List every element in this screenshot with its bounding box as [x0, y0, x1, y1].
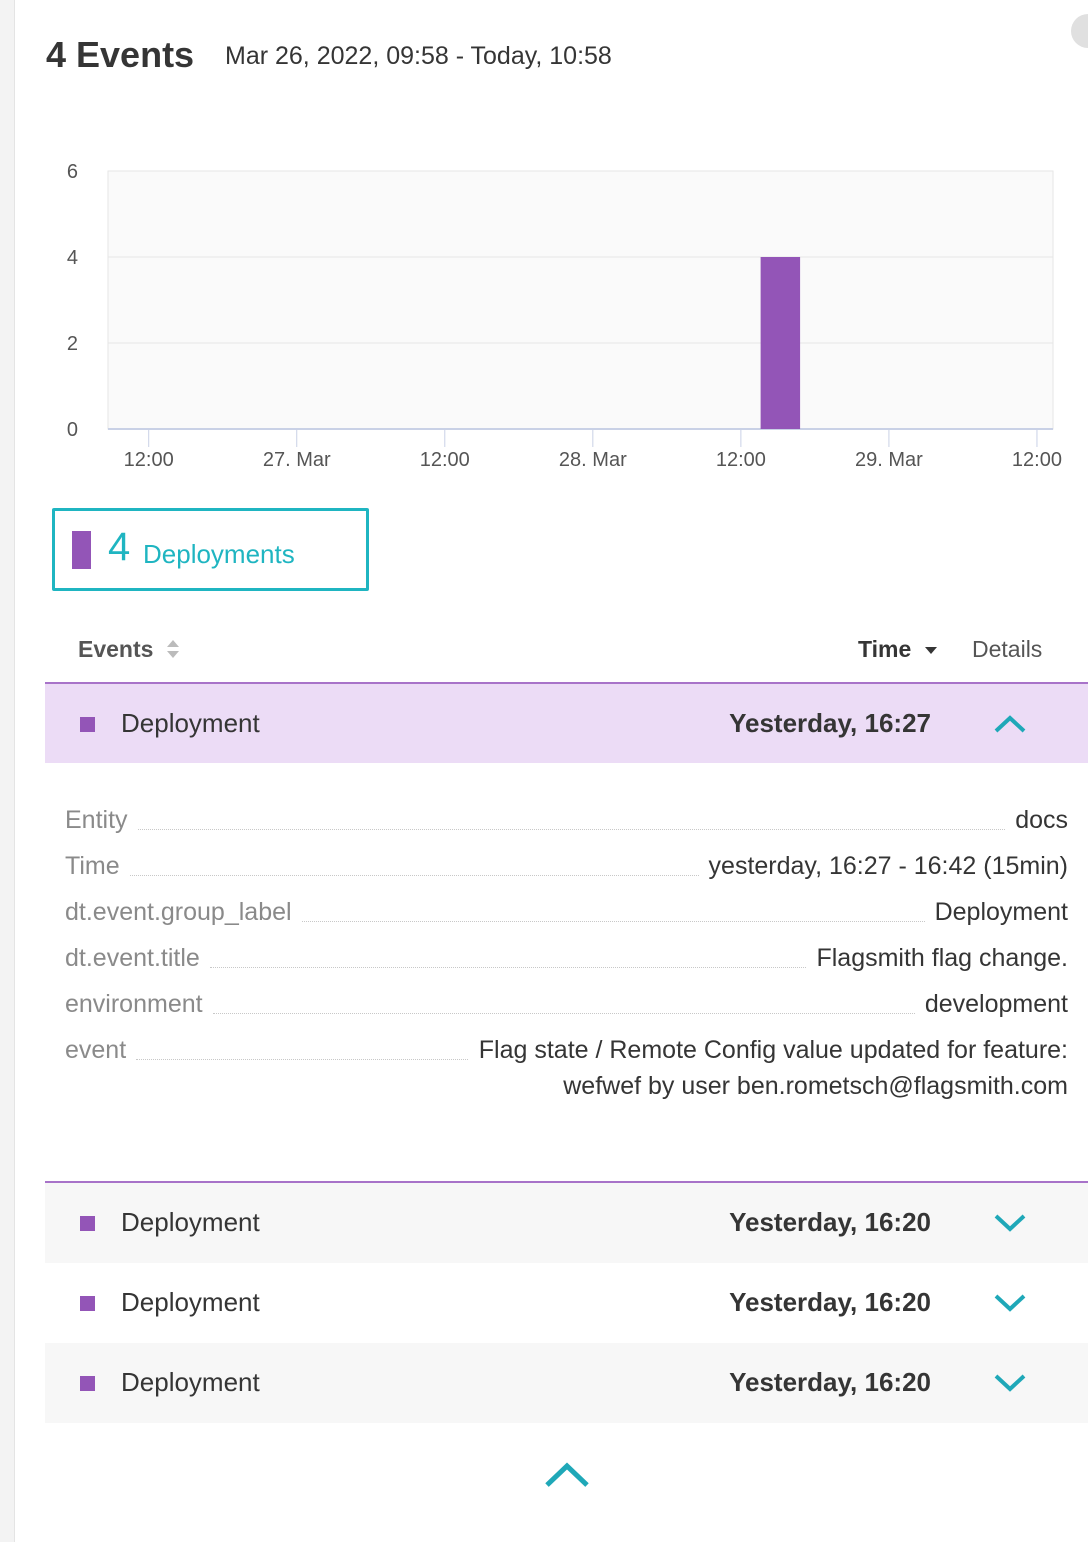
detail-value: Flagsmith flag change. — [816, 944, 1068, 972]
collapse-all-chevron[interactable] — [543, 1460, 593, 1490]
event-name: Deployment — [121, 1367, 260, 1397]
detail-row: dt.event.group_label Deployment — [65, 894, 1068, 930]
row-swatch — [80, 1216, 95, 1231]
expand-chevron[interactable] — [993, 1371, 1027, 1395]
table-row[interactable]: Deployment Yesterday, 16:20 — [45, 1183, 1088, 1263]
x-tick-label: 12:00 — [1012, 449, 1062, 471]
detail-row: environment development — [65, 986, 1068, 1022]
row-swatch — [80, 1296, 95, 1311]
detail-key: event — [65, 1036, 127, 1064]
y-tick-label: 6 — [67, 161, 78, 183]
event-name: Deployment — [121, 1287, 260, 1317]
info-icon[interactable] — [1071, 14, 1088, 48]
sort-icon — [924, 647, 937, 654]
legend[interactable]: 4 Deployments — [52, 508, 369, 591]
x-tick-label: 28. Mar — [559, 449, 627, 471]
event-time: Yesterday, 16:20 — [729, 1287, 931, 1317]
bar — [760, 257, 801, 429]
detail-key: Entity — [65, 806, 128, 834]
detail-row: dt.event.title Flagsmith flag change. — [65, 940, 1068, 976]
detail-key: dt.event.group_label — [65, 898, 292, 926]
event-name: Deployment — [121, 708, 260, 738]
x-tick-label: 12:00 — [716, 449, 766, 471]
detail-value: docs — [1015, 806, 1068, 834]
table-row[interactable]: Deployment Yesterday, 16:20 — [45, 1343, 1088, 1423]
detail-key: dt.event.title — [65, 944, 200, 972]
column-label: Events — [78, 636, 154, 662]
column-label: Time — [858, 636, 912, 662]
event-time: Yesterday, 16:20 — [729, 1207, 931, 1237]
x-tick-label: 29. Mar — [855, 449, 923, 471]
table-row[interactable]: Deployment Yesterday, 16:27 — [45, 682, 1088, 763]
time-range: Mar 26, 2022, 09:58 - Today, 10:58 — [225, 42, 612, 70]
x-tick-label: 27. Mar — [263, 449, 331, 471]
x-tick-label: 12:00 — [124, 449, 174, 471]
detail-row: event Flag state / Remote Config value up… — [65, 1032, 1068, 1104]
event-name: Deployment — [121, 1207, 260, 1237]
legend-swatch — [72, 531, 91, 569]
row-swatch — [80, 1376, 95, 1391]
title: 4 Events — [46, 34, 195, 75]
side-strip — [0, 0, 15, 1542]
detail-key: environment — [65, 990, 203, 1018]
event-time: Yesterday, 16:27 — [729, 708, 931, 738]
event-time: Yesterday, 16:20 — [729, 1367, 931, 1397]
detail-value: Deployment — [934, 898, 1068, 926]
x-tick-label: 12:00 — [420, 449, 470, 471]
column-header: Details — [972, 636, 1043, 662]
y-tick-label: 4 — [67, 247, 78, 269]
expand-chevron[interactable] — [993, 1291, 1027, 1315]
row-swatch — [80, 717, 95, 732]
collapse-chevron[interactable] — [993, 712, 1027, 736]
detail-key: Time — [65, 852, 120, 880]
detail-row: Time yesterday, 16:27 - 16:42 (15min) — [65, 848, 1068, 884]
detail-value: yesterday, 16:27 - 16:42 (15min) — [708, 852, 1068, 880]
detail-row: Entity docs — [65, 802, 1068, 838]
event-details: Entity docs Time yesterday, 16:27 - 16:42 … — [65, 802, 1068, 1114]
detail-value: Flag state / Remote Config value updated… — [478, 1036, 1068, 1100]
column-header[interactable]: Time — [858, 636, 938, 663]
divider — [45, 1181, 1088, 1183]
expand-chevron[interactable] — [993, 1211, 1027, 1235]
y-tick-label: 0 — [67, 419, 78, 441]
chart: 0 2 4 6 12:00 27. Mar 12:00 28. Mar 12:00 29. Mar… — [67, 161, 1062, 471]
table-row[interactable]: Deployment Yesterday, 16:20 — [45, 1263, 1088, 1343]
column-header[interactable]: Events — [78, 636, 180, 663]
y-tick-label: 2 — [67, 333, 78, 355]
legend-count: 4 — [108, 525, 131, 569]
plot-area — [107, 170, 1054, 430]
sort-icon — [166, 640, 179, 658]
detail-value: development — [924, 990, 1068, 1018]
legend-label: Deployments — [143, 539, 295, 569]
